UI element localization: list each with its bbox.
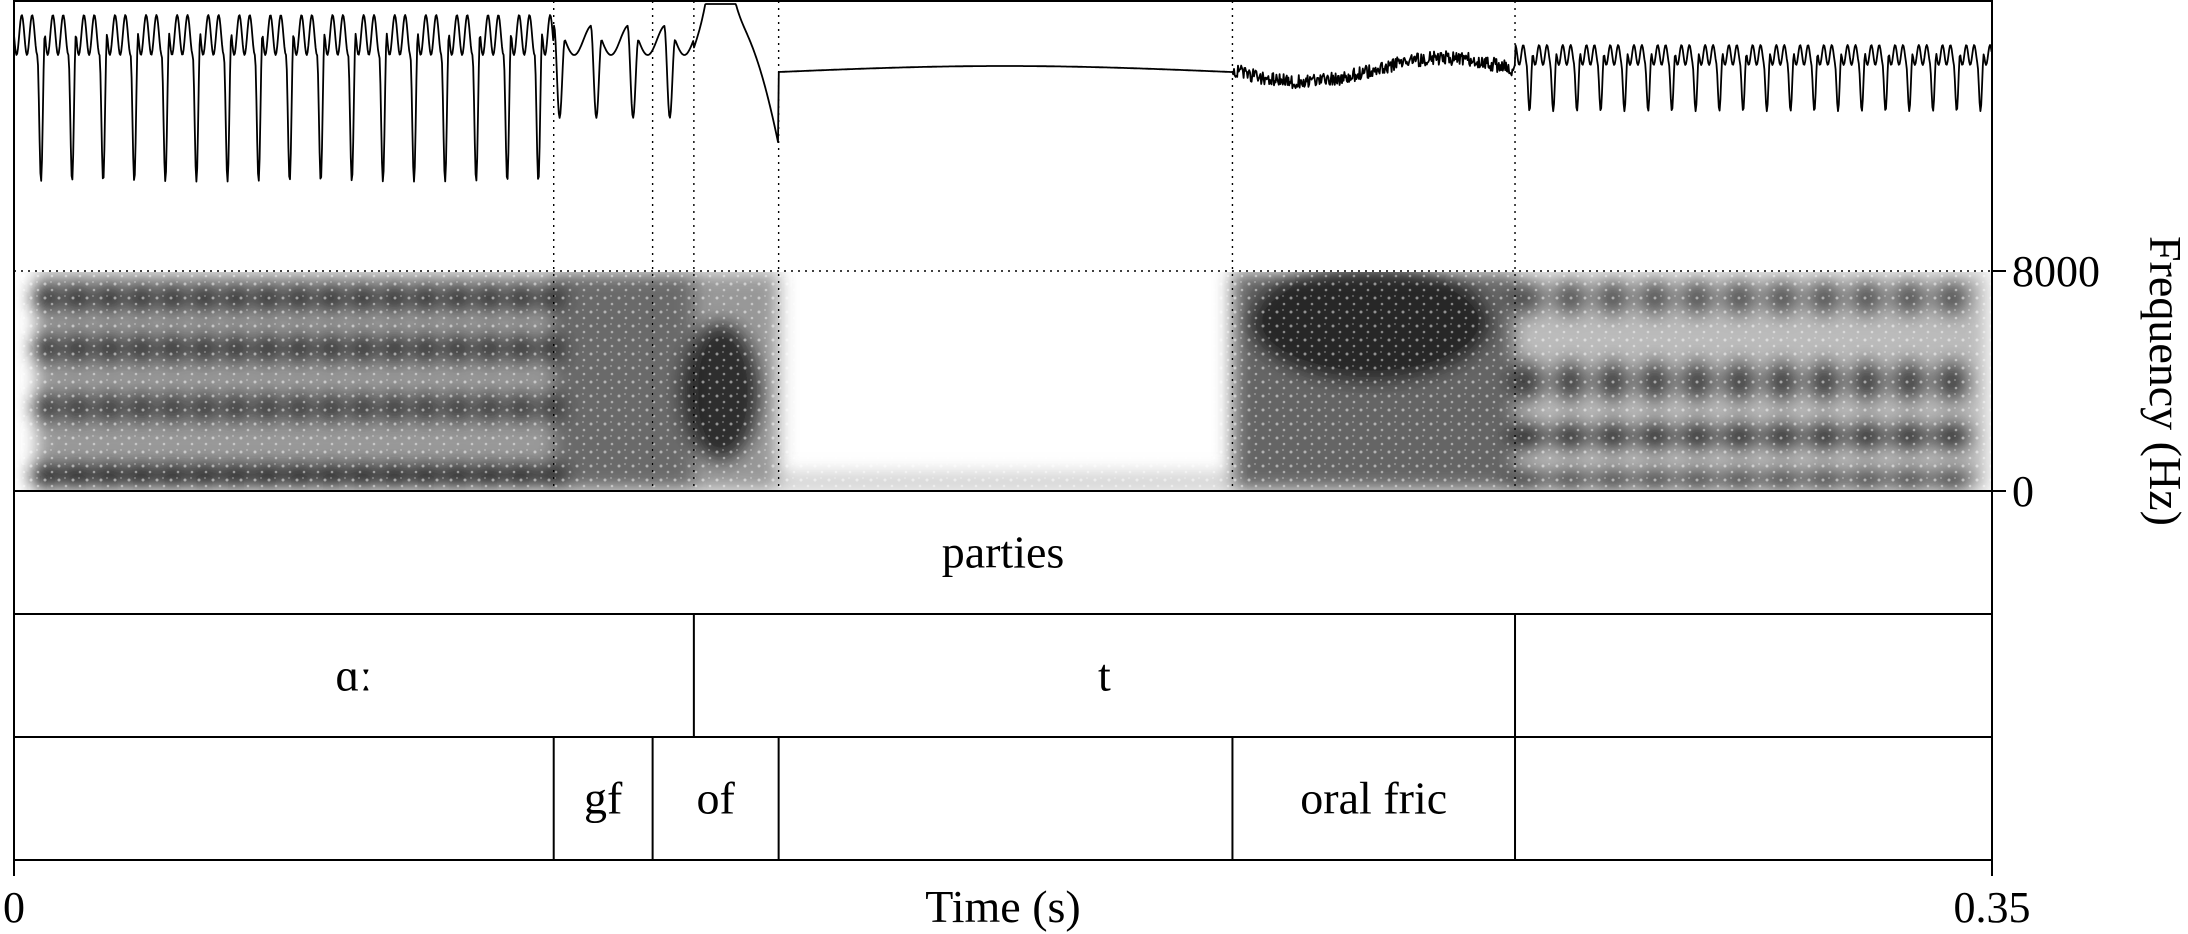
tier-phone-label: ɑː <box>336 650 373 701</box>
tier-phase-label: gf <box>584 773 623 824</box>
time-axis: 0 0.35 Time (s) <box>3 860 2031 932</box>
tier-phone-label: t <box>1098 650 1111 701</box>
spectrogram-panel <box>14 270 1992 492</box>
time-tick-end: 0.35 <box>1954 883 2031 932</box>
boundary-guides <box>553 1 1516 491</box>
tier-word-label: parties <box>942 527 1065 578</box>
tier-boundaries <box>552 614 1517 860</box>
time-axis-label: Time (s) <box>925 881 1081 932</box>
tier-phase <box>13 736 1993 861</box>
frequency-axis: 8000 0 Frequency (Hz) <box>1992 236 2188 526</box>
waveform-trace <box>13 3 1993 183</box>
frequency-axis-label: Frequency (Hz) <box>2140 236 2188 526</box>
tier-phase-label: of <box>696 773 735 824</box>
freq-tick-max: 8000 <box>2012 247 2100 296</box>
tier-labels: parties ɑː t gf of oral fric <box>336 527 1448 824</box>
freq-tick-min: 0 <box>2012 467 2034 516</box>
time-tick-start: 0 <box>3 883 25 932</box>
tier-boxes <box>13 0 1993 861</box>
tier-phase-label: oral fric <box>1300 773 1447 824</box>
tier-phone <box>13 613 1993 738</box>
waveform-panel <box>13 3 1993 183</box>
